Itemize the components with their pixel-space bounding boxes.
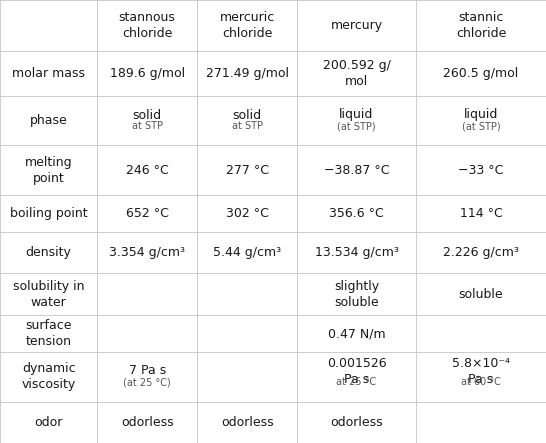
Text: melting
point: melting point [25,155,73,185]
Text: mercuric
chloride: mercuric chloride [219,11,275,40]
Text: odorless: odorless [330,416,383,429]
Text: odorless: odorless [221,416,274,429]
Text: 13.534 g/cm³: 13.534 g/cm³ [314,246,399,259]
Text: −33 °C: −33 °C [458,163,504,176]
Text: 277 °C: 277 °C [225,163,269,176]
Text: 356.6 °C: 356.6 °C [329,207,384,220]
Text: 271.49 g/mol: 271.49 g/mol [205,67,289,80]
Text: solubility in
water: solubility in water [13,280,84,309]
Text: at 25 °C: at 25 °C [336,377,377,387]
Text: 200.592 g/
mol: 200.592 g/ mol [323,59,390,88]
Text: phase: phase [29,114,68,127]
Text: at STP: at STP [232,120,263,131]
Text: 5.8×10⁻⁴
Pa s: 5.8×10⁻⁴ Pa s [452,358,510,386]
Text: 302 °C: 302 °C [225,207,269,220]
Text: odor: odor [34,416,63,429]
Text: 7 Pa s: 7 Pa s [128,365,166,377]
Text: dynamic
viscosity: dynamic viscosity [21,362,76,392]
Text: 3.354 g/cm³: 3.354 g/cm³ [109,246,185,259]
Text: 189.6 g/mol: 189.6 g/mol [110,67,185,80]
Text: (at STP): (at STP) [462,121,500,132]
Text: solid: solid [133,109,162,122]
Text: boiling point: boiling point [10,207,87,220]
Text: 0.001526
Pa s: 0.001526 Pa s [327,358,387,386]
Text: liquid: liquid [340,108,373,121]
Text: liquid: liquid [464,108,498,121]
Text: 0.47 N/m: 0.47 N/m [328,327,385,340]
Text: odorless: odorless [121,416,174,429]
Text: molar mass: molar mass [12,67,85,80]
Text: stannic
chloride: stannic chloride [456,11,506,40]
Text: 260.5 g/mol: 260.5 g/mol [443,67,519,80]
Text: at STP: at STP [132,120,163,131]
Text: 5.44 g/cm³: 5.44 g/cm³ [213,246,281,259]
Text: stannous
chloride: stannous chloride [118,11,176,40]
Text: mercury: mercury [330,19,383,32]
Text: slightly
soluble: slightly soluble [334,280,379,309]
Text: solid: solid [233,109,262,122]
Text: surface
tension: surface tension [25,319,72,348]
Text: 114 °C: 114 °C [460,207,502,220]
Text: density: density [26,246,72,259]
Text: 246 °C: 246 °C [126,163,169,176]
Text: −38.87 °C: −38.87 °C [324,163,389,176]
Text: at 60 °C: at 60 °C [461,377,501,387]
Text: soluble: soluble [459,288,503,301]
Text: 652 °C: 652 °C [126,207,169,220]
Text: (at 25 °C): (at 25 °C) [123,378,171,388]
Text: (at STP): (at STP) [337,121,376,132]
Text: 2.226 g/cm³: 2.226 g/cm³ [443,246,519,259]
